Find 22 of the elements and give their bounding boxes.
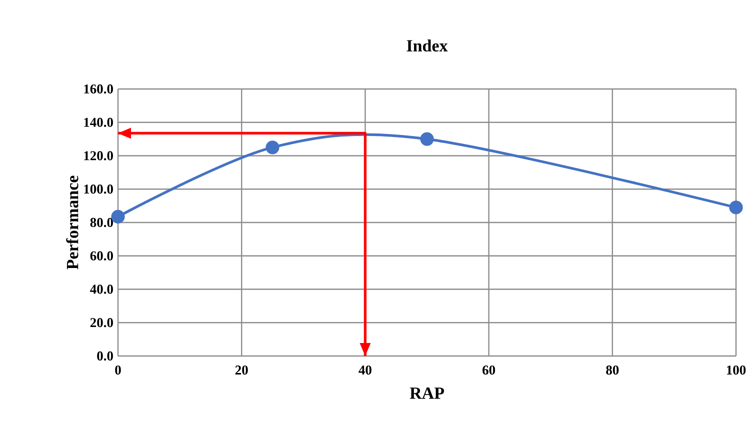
y-axis-title: Performance <box>66 176 78 270</box>
x-axis-title: RAP <box>410 387 444 399</box>
x-tick-label: 40 <box>358 366 372 375</box>
y-tick-label: 60.0 <box>90 251 113 260</box>
y-tick-label: 100.0 <box>84 184 113 194</box>
point <box>111 210 125 224</box>
x-tick-label: 0 <box>115 366 121 375</box>
y-tick-label: 160.0 <box>84 84 113 94</box>
point <box>729 200 743 214</box>
x-tick-label: 60 <box>482 366 496 375</box>
y-tick-label: 0.0 <box>97 351 113 361</box>
x-tick-label: 20 <box>235 366 248 375</box>
chart-title: Index <box>406 40 448 52</box>
y-tick-label: 140.0 <box>84 118 113 127</box>
y-tick-label: 120.0 <box>84 151 113 160</box>
y-tick-label: 40.0 <box>90 284 113 294</box>
x-tick-label: 100 <box>726 366 746 375</box>
x-tick-label: 80 <box>606 366 619 375</box>
y-tick-label: 20.0 <box>90 318 113 328</box>
y-tick-label: 80.0 <box>90 218 113 228</box>
point <box>420 132 434 146</box>
point <box>266 140 280 154</box>
